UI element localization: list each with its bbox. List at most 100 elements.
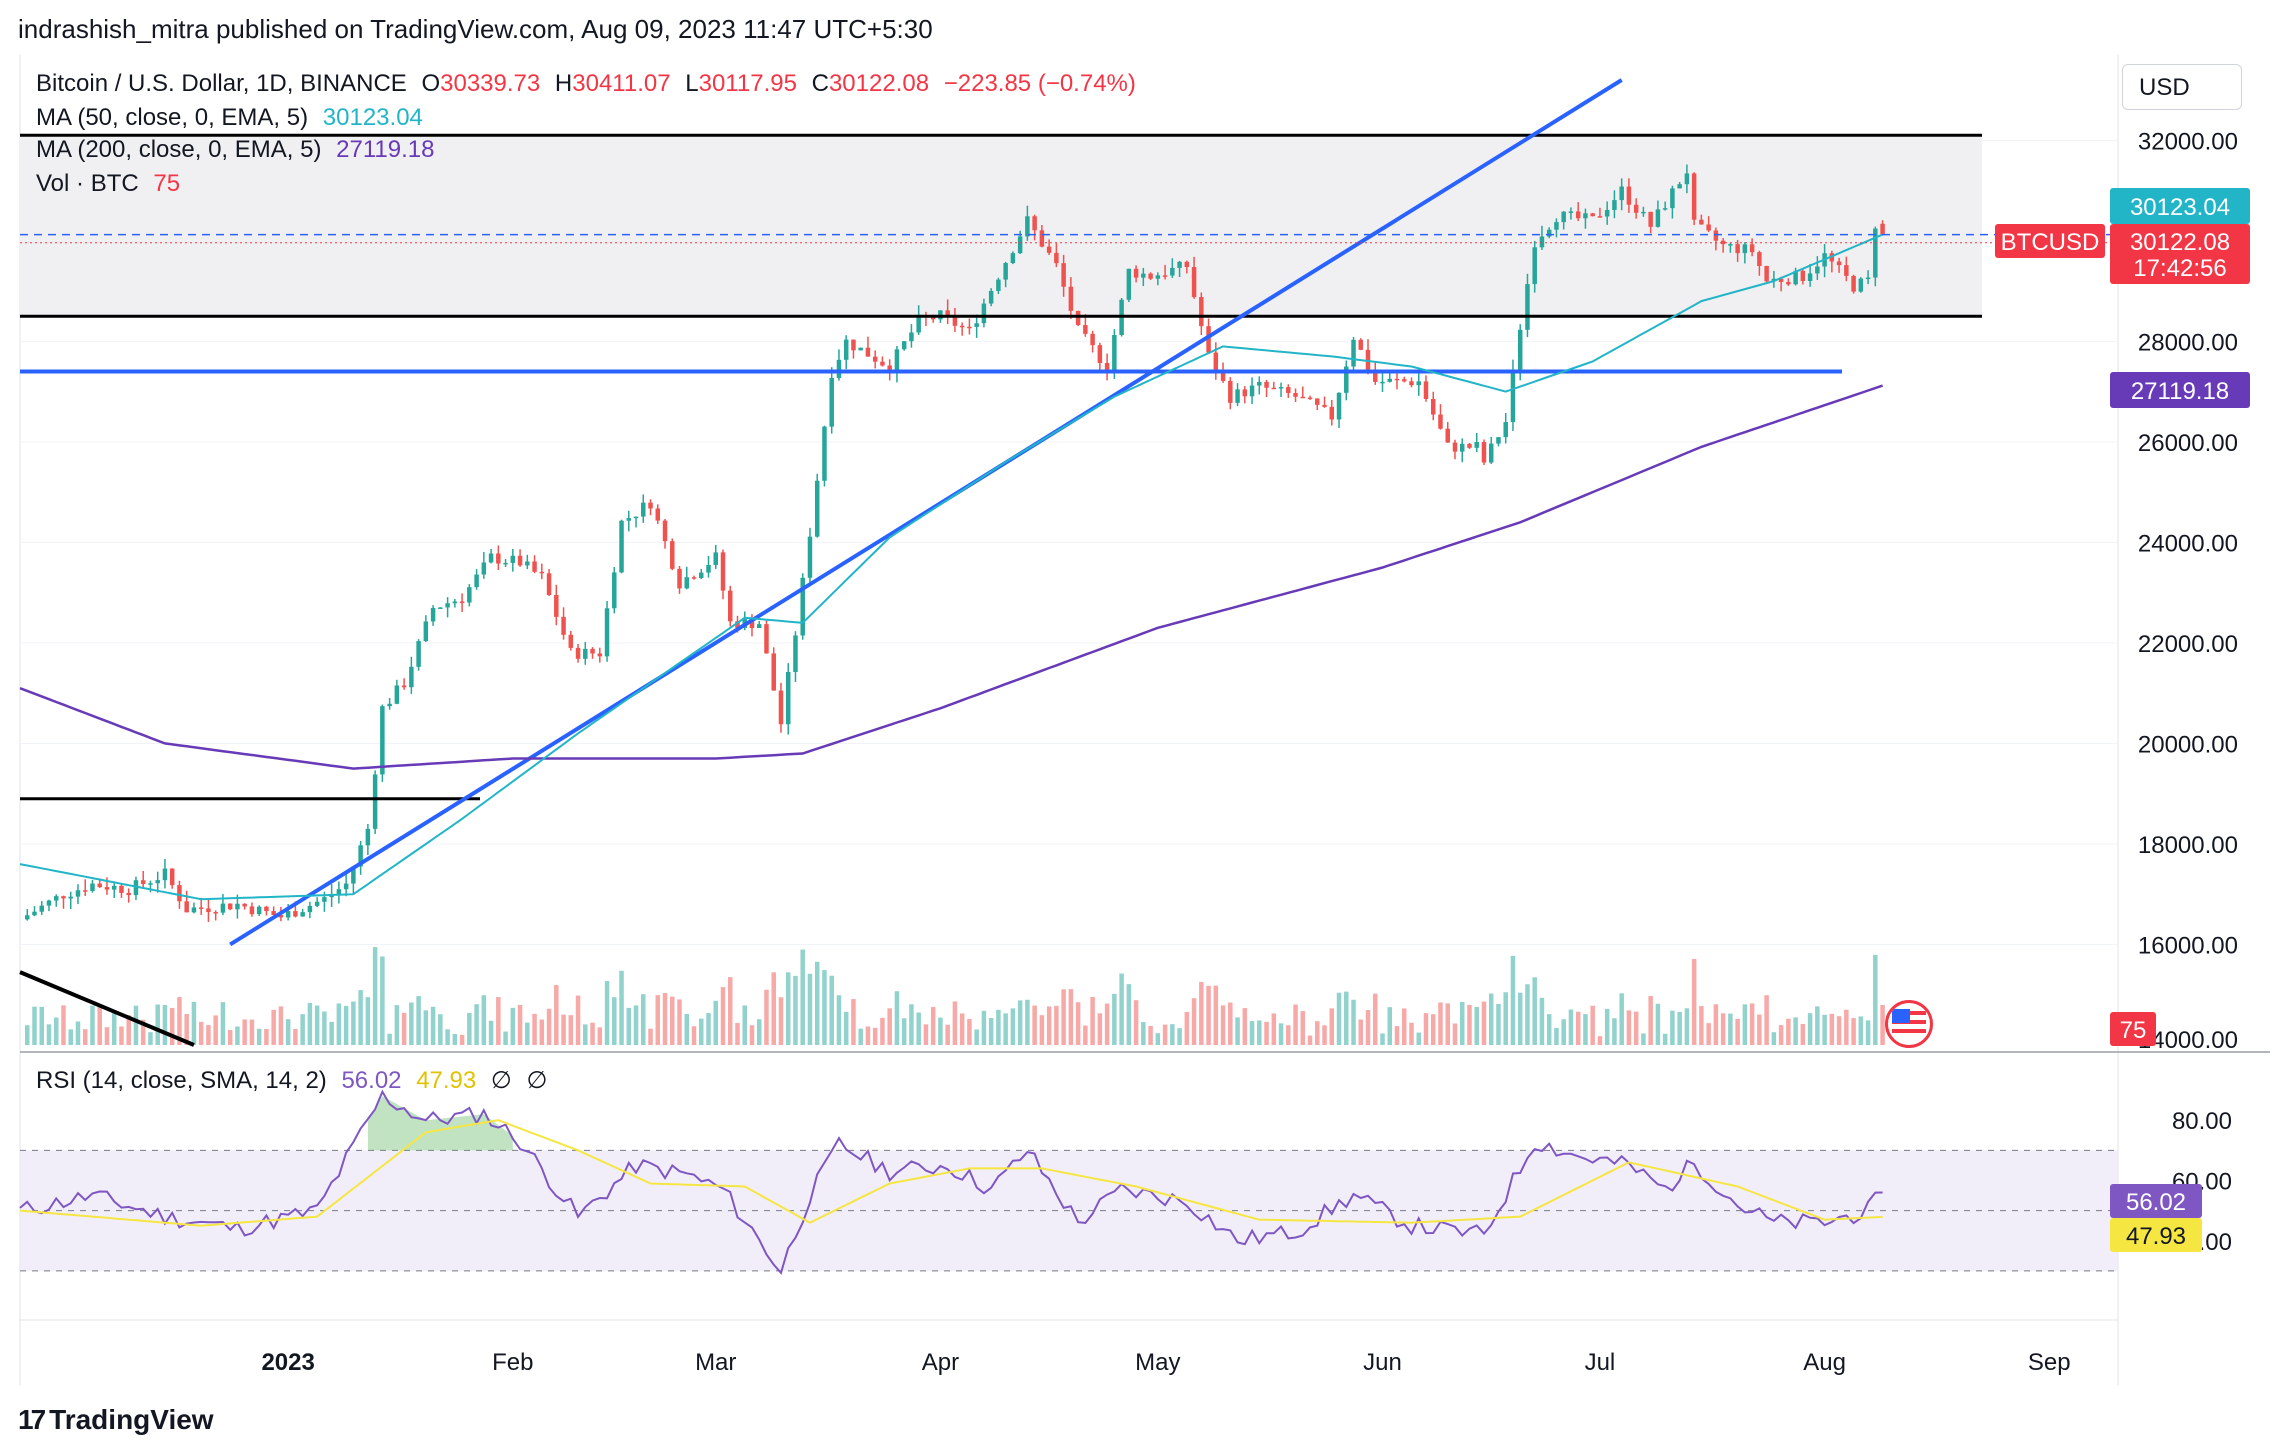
candle-body	[133, 880, 139, 896]
volume-bar	[1691, 958, 1697, 1045]
candle-body	[793, 635, 798, 673]
candle-body	[945, 310, 950, 316]
us-flag-icon[interactable]	[1885, 1000, 1933, 1048]
candle-body	[1257, 381, 1262, 386]
candle-body	[1104, 362, 1110, 372]
volume-bar	[727, 977, 733, 1045]
volume-bar	[1307, 1035, 1313, 1045]
volume-bar	[1873, 954, 1878, 1045]
candle-body	[1387, 378, 1393, 382]
candle-body	[1025, 216, 1030, 237]
candle-body	[256, 906, 262, 915]
candle-body	[90, 883, 95, 891]
volume-legend[interactable]: Vol · BTC 75	[36, 170, 188, 198]
volume-bar	[894, 991, 900, 1045]
volume-bar	[126, 1015, 131, 1045]
volume-bar	[554, 985, 559, 1045]
rsi-value: 56.02	[341, 1067, 402, 1094]
volume-bar	[1423, 1013, 1429, 1045]
volume-bar	[1438, 1002, 1443, 1045]
volume-bar	[1278, 1023, 1284, 1045]
candle-body	[1344, 366, 1349, 393]
volume-bar	[1191, 998, 1197, 1045]
volume-bar	[756, 1019, 762, 1045]
volume-bar	[1575, 1011, 1581, 1045]
volume-bar	[1017, 1000, 1023, 1045]
volume-bar	[959, 1013, 965, 1045]
volume-bar	[583, 1024, 588, 1045]
ma50-legend[interactable]: MA (50, close, 0, EMA, 5) 30123.04	[36, 104, 431, 132]
volume-bar	[974, 1029, 979, 1045]
volume-bar	[438, 1014, 443, 1045]
volume-bar	[670, 996, 675, 1045]
volume-bar	[336, 1003, 342, 1045]
volume-bar	[713, 1000, 718, 1045]
candle-body	[307, 905, 313, 913]
volume-bar	[39, 1006, 44, 1045]
candle-body	[1402, 379, 1407, 382]
volume-bar	[749, 1025, 755, 1045]
candle-body	[68, 896, 73, 899]
candle-body	[278, 915, 284, 918]
candle-body	[706, 564, 711, 573]
candle-body	[1786, 282, 1791, 285]
candle-body	[1815, 266, 1820, 274]
currency-selector[interactable]: USD	[2122, 64, 2242, 110]
candle-body	[952, 315, 958, 326]
candle-body	[1170, 267, 1175, 276]
candle-body	[1351, 339, 1356, 367]
candle-body	[626, 518, 632, 521]
volume-bar	[996, 1009, 1001, 1045]
rsi-sma-value: 47.93	[416, 1067, 477, 1094]
volume-bar	[467, 1013, 472, 1045]
candle-body	[1532, 247, 1537, 285]
candle-body	[126, 892, 131, 896]
volume-bar	[800, 949, 805, 1045]
volume-bar	[829, 975, 834, 1045]
candle-body	[1626, 186, 1632, 205]
volume-bar	[880, 1017, 885, 1045]
rsi-legend[interactable]: RSI (14, close, SMA, 14, 2) 56.02 47.93 …	[36, 1066, 555, 1095]
candle-body	[177, 885, 182, 902]
countdown-text: 17:42:56	[2133, 255, 2226, 282]
candle-body	[539, 571, 545, 574]
ma200-legend[interactable]: MA (200, close, 0, EMA, 5) 27119.18	[36, 136, 442, 164]
volume-badge-text: 75	[2120, 1017, 2147, 1044]
candle-body	[1597, 216, 1603, 218]
volume-bar	[1061, 989, 1066, 1045]
rsi-sma-badge: 47.93	[2110, 1218, 2202, 1252]
volume-bar	[496, 997, 501, 1045]
volume-bar	[1771, 1032, 1777, 1045]
rsi-sma-badge-text: 47.93	[2126, 1223, 2186, 1250]
volume-bar	[1242, 1008, 1248, 1045]
candle-body	[39, 905, 44, 912]
volume-bar	[764, 989, 769, 1045]
volume-bar	[1170, 1024, 1175, 1045]
candle-body	[561, 616, 566, 635]
candle-body	[807, 536, 813, 578]
candle-body	[1162, 275, 1168, 277]
candle-body	[1133, 268, 1139, 278]
volume-bar	[1271, 1013, 1277, 1045]
candle-body	[1604, 209, 1610, 217]
volume-bar	[909, 1004, 914, 1045]
candle-body	[271, 911, 276, 916]
volume-bar	[177, 997, 182, 1045]
candle-body	[1213, 352, 1219, 373]
candle-body	[162, 868, 168, 881]
last-price-badge-bg	[2110, 224, 2250, 284]
candle-body	[1264, 381, 1269, 388]
tradingview-logo[interactable]: 17 TradingView	[18, 1404, 214, 1436]
candle-body	[351, 866, 356, 884]
volume-bar	[1293, 1004, 1298, 1045]
rsi-sma-badge-bg	[2110, 1218, 2202, 1252]
volume-bar	[1068, 989, 1074, 1045]
candle-body	[756, 624, 762, 628]
candle-body	[858, 347, 863, 351]
volume-bar	[474, 1004, 479, 1045]
volume-bar	[1097, 1013, 1103, 1045]
candle-body	[82, 890, 88, 892]
rsi-badge-text: 56.02	[2126, 1189, 2186, 1216]
volume-bar	[1459, 1001, 1465, 1045]
